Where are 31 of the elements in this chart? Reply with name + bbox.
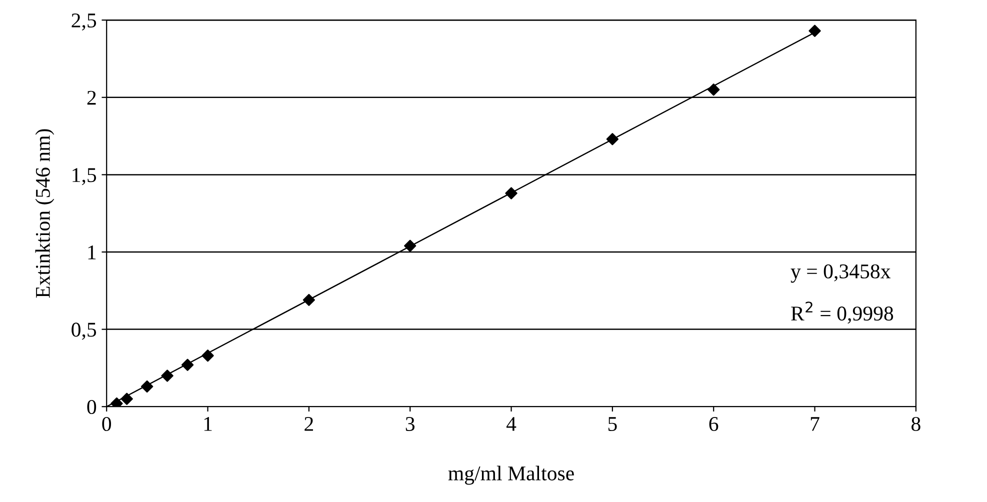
x-tick-label: 7 (810, 417, 820, 431)
point (140, 380, 154, 393)
annotation: y = 0,3458x (790, 264, 891, 283)
point (181, 358, 194, 371)
point (708, 84, 720, 96)
y-tick-label: 0,5 (72, 322, 96, 340)
x-tick-label: 5 (608, 417, 617, 432)
point (606, 133, 619, 146)
x-tick-label: 1 (204, 417, 212, 431)
y-axis-title: Extinktion (546 nm) (35, 129, 54, 298)
x-tick-label: 6 (709, 417, 718, 432)
y-tick-label: 1,5 (72, 168, 96, 186)
y-tick-label: 0 (87, 400, 96, 414)
y-tick-label: 2 (87, 90, 96, 105)
x-tick-label: 3 (406, 417, 414, 432)
x-tick-label: 8 (912, 416, 920, 432)
point (505, 187, 518, 200)
point (404, 240, 416, 252)
point (202, 350, 214, 362)
point (120, 392, 133, 405)
point (302, 294, 316, 306)
point (161, 370, 174, 382)
x-axis-title: mg/ml Maltose (448, 466, 574, 485)
point (110, 397, 123, 407)
annotation: R$^{2}$ = 0,9998 (791, 302, 894, 324)
x-tick-label: 4 (506, 417, 516, 431)
y-tick-label: 2,5 (72, 14, 96, 31)
point (808, 24, 821, 37)
x-tick-label: 2 (304, 417, 313, 431)
x-tick-label: 0 (102, 416, 112, 432)
y-tick-label: 1 (88, 245, 96, 260)
